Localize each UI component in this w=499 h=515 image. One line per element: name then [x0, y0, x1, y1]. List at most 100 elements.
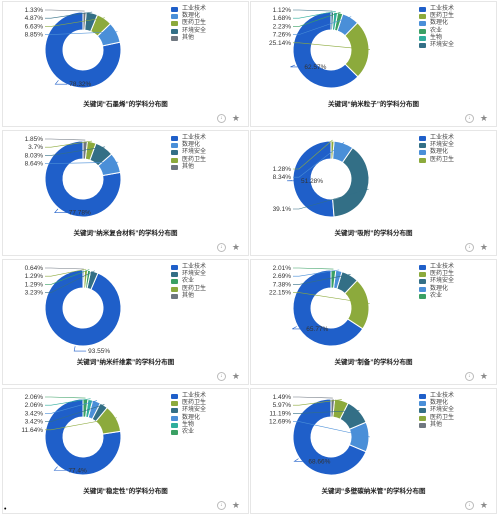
legend-item[interactable]: 医药卫生 — [419, 271, 454, 278]
donut-slice[interactable] — [82, 269, 86, 289]
legend-item[interactable]: 工业技术 — [419, 6, 454, 13]
star-icon[interactable]: ★ — [479, 371, 488, 381]
download-icon[interactable]: ↓ — [464, 501, 474, 510]
label-leader-line — [293, 267, 334, 270]
legend-item[interactable]: 工业技术 — [171, 393, 206, 400]
donut-slice[interactable] — [348, 421, 370, 453]
star-icon[interactable]: ★ — [479, 113, 488, 123]
donut-slice[interactable] — [292, 398, 367, 476]
donut-slice[interactable] — [339, 402, 367, 430]
download-icon[interactable]: ↓ — [464, 372, 474, 381]
donut-slice[interactable] — [292, 140, 335, 218]
donut-slice[interactable] — [89, 142, 113, 167]
label-leader-line — [293, 139, 333, 170]
legend-item[interactable]: 工业技术 — [171, 6, 206, 13]
legend-label: 数理化 — [182, 414, 201, 421]
chart-legend: 工业技术 医药卫生 环境安全 数理化 农业 — [419, 264, 454, 300]
donut-slice[interactable] — [44, 269, 122, 347]
download-icon[interactable]: ↓ — [216, 243, 226, 252]
legend-swatch — [419, 136, 426, 142]
legend-item[interactable]: 环境安全 — [419, 142, 454, 149]
legend-item[interactable]: 环境安全 — [419, 42, 454, 49]
slice-label: 1.29% — [25, 281, 44, 288]
download-icon[interactable]: ↓ — [464, 114, 474, 123]
legend-item[interactable]: 工业技术 — [419, 393, 454, 400]
legend-item[interactable]: 数理化 — [171, 415, 206, 422]
legend-item[interactable]: 环境安全 — [419, 278, 454, 285]
star-icon[interactable]: ★ — [479, 242, 488, 252]
label-leader-line — [293, 396, 333, 399]
legend-item[interactable]: 农业 — [171, 429, 206, 436]
legend-item[interactable]: 环境安全 — [171, 407, 206, 414]
legend-item[interactable]: 生物 — [171, 422, 206, 429]
legend-item[interactable]: 工业技术 — [419, 135, 454, 142]
legend-item[interactable]: 医药卫生 — [419, 13, 454, 20]
star-icon[interactable]: ★ — [231, 113, 240, 123]
legend-item[interactable]: 环境安全 — [419, 407, 454, 414]
legend-item[interactable]: 数理化 — [171, 142, 206, 149]
chart-tools: ↓ ★ — [464, 242, 488, 252]
slice-label: 62.57% — [304, 64, 326, 71]
slice-label: 6.63% — [25, 23, 44, 30]
donut-slice[interactable] — [336, 271, 358, 295]
slice-label: 3.42% — [25, 410, 44, 417]
donut-slice[interactable] — [96, 22, 121, 47]
legend-item[interactable]: 医药卫生 — [171, 400, 206, 407]
legend-item[interactable]: 医药卫生 — [171, 286, 206, 293]
legend-item[interactable]: 其他 — [419, 422, 454, 429]
legend-item[interactable]: 农业 — [419, 28, 454, 35]
legend-item[interactable]: 医药卫生 — [419, 157, 454, 164]
legend-item[interactable]: 数理化 — [419, 400, 454, 407]
donut-slice[interactable] — [330, 140, 335, 160]
legend-item[interactable]: 工业技术 — [171, 264, 206, 271]
legend-label: 数理化 — [182, 13, 201, 20]
download-icon[interactable]: ↓ — [216, 372, 226, 381]
donut-slice[interactable] — [292, 269, 364, 347]
chart-legend: 工业技术 环境安全 农业 医药卫生 其他 — [171, 264, 206, 300]
legend-label: 农业 — [182, 278, 195, 285]
legend-item[interactable]: 其他 — [171, 35, 206, 42]
legend-item[interactable]: 医药卫生 — [171, 157, 206, 164]
donut-slice[interactable] — [97, 153, 122, 177]
donut-slice[interactable] — [344, 22, 370, 78]
slice-label: 25.14% — [269, 40, 291, 47]
donut-chart: 62.57% 25.14%7.26% 2.23%1.68%1.12% — [269, 7, 371, 89]
legend-item[interactable]: 医药卫生 — [419, 415, 454, 422]
legend-item[interactable]: 农业 — [171, 278, 206, 285]
legend-item[interactable]: 环境安全 — [171, 149, 206, 156]
legend-item[interactable]: 数理化 — [419, 149, 454, 156]
legend-item[interactable]: 环境安全 — [171, 271, 206, 278]
star-icon[interactable]: ★ — [231, 242, 240, 252]
donut-slice[interactable] — [330, 398, 336, 418]
star-icon[interactable]: ★ — [231, 371, 240, 381]
legend-item[interactable]: 工业技术 — [419, 264, 454, 271]
download-icon[interactable]: ↓ — [216, 501, 226, 510]
legend-item[interactable]: 医药卫生 — [171, 20, 206, 27]
download-icon[interactable]: ↓ — [216, 114, 226, 123]
legend-item[interactable]: 农业 — [419, 293, 454, 300]
donut-slice[interactable] — [44, 398, 122, 476]
donut-slice[interactable] — [44, 11, 122, 89]
donut-slice[interactable] — [344, 279, 370, 330]
legend-item[interactable]: 工业技术 — [171, 135, 206, 142]
donut-slice[interactable] — [330, 269, 337, 289]
legend-label: 医药卫生 — [430, 271, 455, 278]
legend-item[interactable]: 数理化 — [419, 20, 454, 27]
legend-item[interactable]: 其他 — [171, 164, 206, 171]
legend-label: 医药卫生 — [182, 156, 207, 163]
star-icon[interactable]: ★ — [231, 500, 240, 510]
star-icon[interactable]: ★ — [479, 500, 488, 510]
legend-item[interactable]: 数理化 — [419, 286, 454, 293]
label-leader-line — [293, 458, 307, 462]
legend-item[interactable]: 其他 — [171, 293, 206, 300]
donut-slice[interactable] — [44, 140, 122, 218]
legend-item[interactable]: 生物 — [419, 35, 454, 42]
donut-slice[interactable] — [332, 140, 354, 164]
donut-slice[interactable] — [332, 147, 370, 218]
legend-swatch — [171, 265, 178, 271]
legend-item[interactable]: 环境安全 — [171, 28, 206, 35]
legend-item[interactable]: 数理化 — [171, 13, 206, 20]
download-icon[interactable]: ↓ — [464, 243, 474, 252]
donut-slice[interactable] — [336, 13, 359, 37]
legend-swatch — [171, 143, 178, 149]
